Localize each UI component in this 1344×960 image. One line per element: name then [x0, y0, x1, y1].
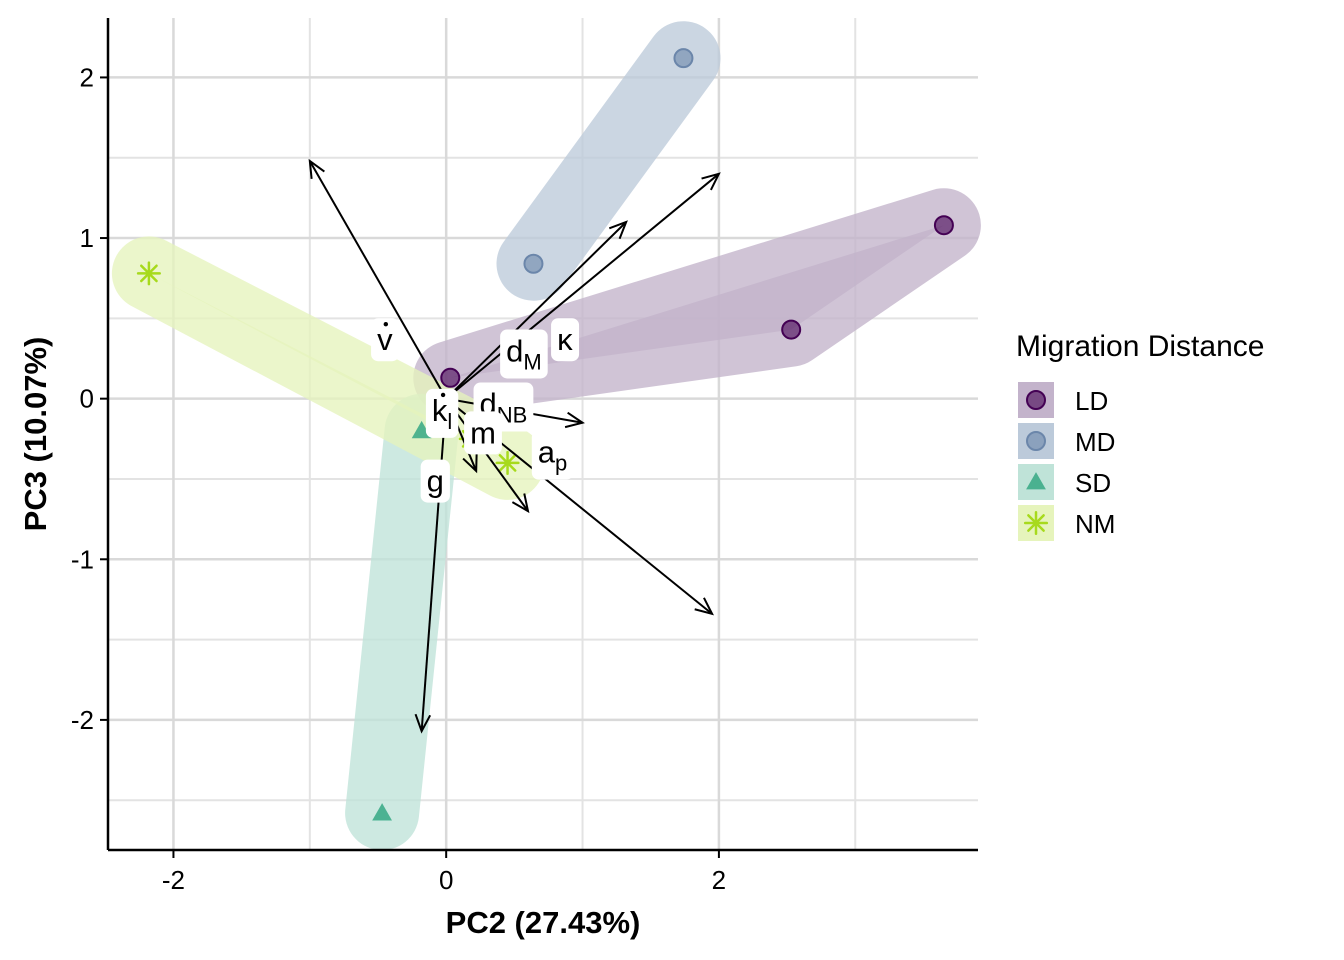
- loading-label: m: [464, 411, 502, 455]
- legend-item-sd: SD: [1018, 464, 1111, 500]
- legend-item-ld: LD: [1018, 382, 1108, 418]
- legend: Migration Distance LD MD SD NM: [1016, 330, 1264, 541]
- loading-arrow: [445, 172, 721, 400]
- loading-label-background: [371, 318, 400, 362]
- x-tick-label: -2: [162, 865, 185, 895]
- point-md: [673, 48, 694, 69]
- point-ld: [781, 319, 802, 340]
- loading-label-background: [551, 318, 580, 362]
- axes: -2 0 2 -2 -1 0 1 2: [71, 18, 978, 895]
- loading-label-text: m: [470, 415, 496, 450]
- y-tick-label: -1: [71, 544, 94, 574]
- loading-label-background: [464, 411, 502, 455]
- y-tick-label: 1: [80, 223, 94, 253]
- legend-item-nm: NM: [1018, 505, 1115, 541]
- legend-marker: [1023, 510, 1049, 536]
- legend-marker: [1026, 390, 1046, 410]
- loading-label: g: [420, 459, 450, 503]
- loading-label: dM: [500, 329, 548, 379]
- point-sd: [372, 803, 392, 821]
- loading-label: v: [371, 318, 400, 362]
- loading-label-text: κ: [557, 322, 573, 357]
- loading-arrow: [445, 220, 628, 400]
- legend-label: SD: [1075, 468, 1111, 498]
- loading-label: κ: [551, 318, 580, 362]
- loading-label-text: ap: [538, 435, 568, 476]
- data-points: [136, 48, 954, 821]
- legend-marker: [1026, 431, 1046, 451]
- hull-md: [496, 21, 721, 301]
- x-axis-title: PC2 (27.43%): [446, 905, 641, 940]
- legend-marker: [1026, 472, 1046, 490]
- loading-label-background: [531, 430, 574, 480]
- hull-sd: [345, 393, 459, 851]
- loading-arrow: [308, 158, 448, 400]
- legend-label: NM: [1075, 509, 1115, 539]
- legend-item-md: MD: [1018, 423, 1115, 459]
- x-tick-label: 2: [712, 865, 726, 895]
- point-ld: [440, 367, 461, 388]
- loading-label-background: [420, 459, 450, 503]
- label-dot: [440, 392, 446, 398]
- point-ld: [933, 215, 954, 236]
- y-axis-title: PC3 (10.07%): [18, 337, 53, 532]
- label-dot: [383, 322, 389, 327]
- loading-label-background: [425, 388, 459, 438]
- x-tick-label: 0: [439, 865, 453, 895]
- loading-arrow: [445, 398, 530, 514]
- y-tick-label: -2: [71, 705, 94, 735]
- loading-label-text: dM: [506, 333, 542, 374]
- legend-label: LD: [1075, 386, 1108, 416]
- y-tick-label: 0: [80, 384, 94, 414]
- legend-label: MD: [1075, 427, 1115, 457]
- loading-label-text: kl: [432, 393, 452, 434]
- point-nm: [495, 450, 520, 475]
- loading-label-text: g: [427, 464, 444, 499]
- point-nm: [136, 261, 161, 286]
- loading-label-background: [500, 329, 548, 379]
- y-tick-label: 2: [80, 62, 94, 92]
- loading-arrow: [414, 398, 448, 734]
- loading-label-text: v: [377, 322, 393, 357]
- loading-label: kl: [425, 388, 459, 438]
- loading-label: ap: [531, 430, 574, 480]
- point-md: [523, 253, 544, 274]
- legend-title: Migration Distance: [1016, 330, 1264, 363]
